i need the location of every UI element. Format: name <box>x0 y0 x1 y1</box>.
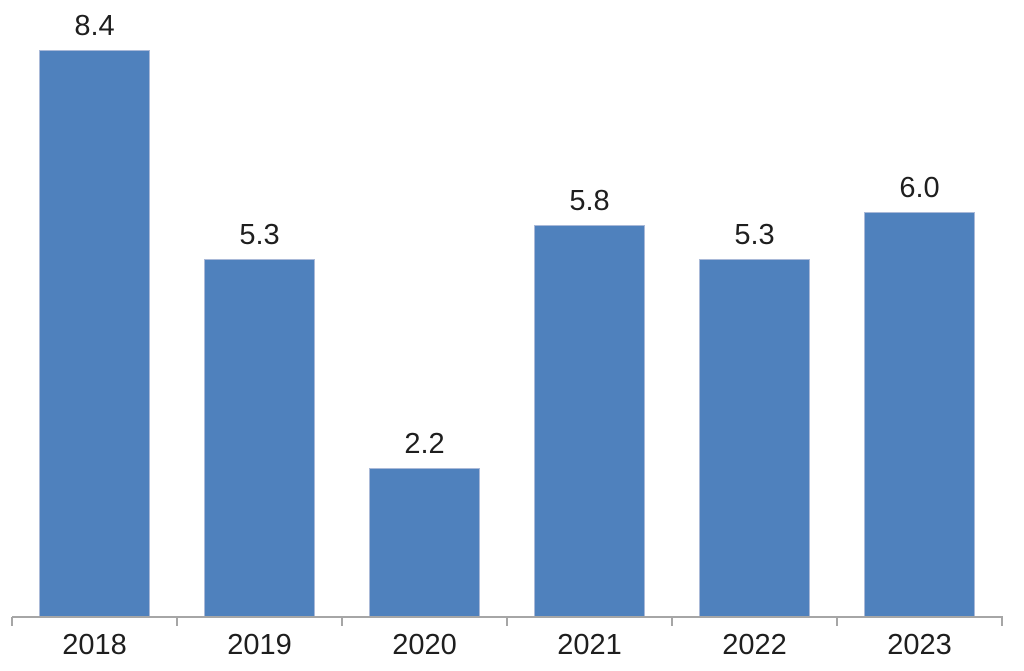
x-axis-tick <box>1001 617 1003 626</box>
x-axis-tick <box>836 617 838 626</box>
x-tick-label: 2023 <box>887 629 952 661</box>
bar-value-label: 5.8 <box>569 185 610 217</box>
bar-2023 <box>864 212 975 617</box>
bar-value-label: 5.3 <box>734 219 775 251</box>
bar-value-label: 6.0 <box>899 172 940 204</box>
x-axis-tick <box>341 617 343 626</box>
x-axis-tick <box>176 617 178 626</box>
x-tick-label: 2022 <box>722 629 787 661</box>
x-axis-tick <box>671 617 673 626</box>
bar-2021 <box>534 225 645 617</box>
bar-value-label: 5.3 <box>239 219 280 251</box>
x-axis-tick <box>11 617 13 626</box>
bar-value-label: 8.4 <box>74 10 115 42</box>
x-axis-tick <box>506 617 508 626</box>
bar-2020 <box>369 468 480 617</box>
x-tick-label: 2020 <box>392 629 457 661</box>
bar-2019 <box>204 259 315 617</box>
x-tick-label: 2018 <box>62 629 127 661</box>
x-tick-label: 2019 <box>227 629 292 661</box>
bar-value-label: 2.2 <box>404 428 445 460</box>
bar-2018 <box>39 50 150 617</box>
bar-2022 <box>699 259 810 617</box>
x-tick-label: 2021 <box>557 629 622 661</box>
